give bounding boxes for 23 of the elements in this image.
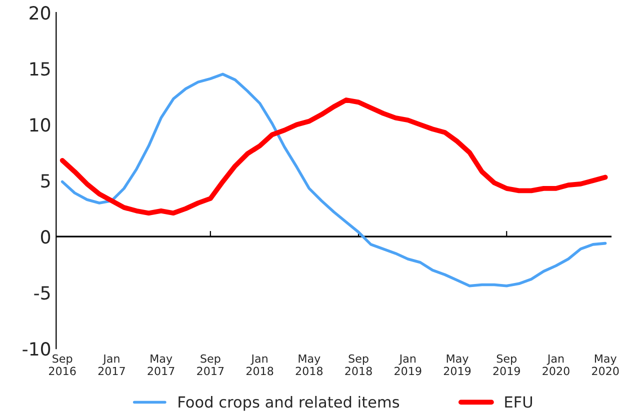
y-tick-label: 0 bbox=[41, 230, 50, 244]
x-tick-label: Jan 2018 bbox=[246, 354, 274, 376]
x-tick-label: May 2020 bbox=[592, 354, 619, 376]
y-tick-label: -10 bbox=[22, 342, 50, 356]
x-tick-label: Sep 2019 bbox=[493, 354, 520, 376]
y-tick-label: 5 bbox=[41, 174, 50, 188]
y-tick-label: 15 bbox=[30, 62, 50, 76]
legend-label: Food crops and related items bbox=[178, 396, 400, 411]
legend-label: EFU bbox=[505, 396, 532, 408]
x-tick-label: Sep 2016 bbox=[49, 354, 76, 376]
x-tick-label: Sep 2018 bbox=[345, 354, 372, 376]
x-tick-label: May 2018 bbox=[296, 354, 323, 376]
x-tick-label: Jan 2019 bbox=[394, 354, 422, 376]
y-tick-label: -5 bbox=[34, 286, 50, 300]
y-tick-label: 20 bbox=[30, 6, 50, 20]
x-tick-label: May 2019 bbox=[444, 354, 471, 376]
x-tick-label: Sep 2017 bbox=[197, 354, 224, 376]
line-series bbox=[60, 72, 607, 288]
y-tick-label: 10 bbox=[30, 118, 50, 132]
x-tick-label: Jan 2020 bbox=[542, 354, 570, 376]
x-tick-label: May 2017 bbox=[148, 354, 174, 376]
x-tick-label: Jan 2017 bbox=[98, 354, 125, 376]
line-series bbox=[60, 98, 608, 216]
